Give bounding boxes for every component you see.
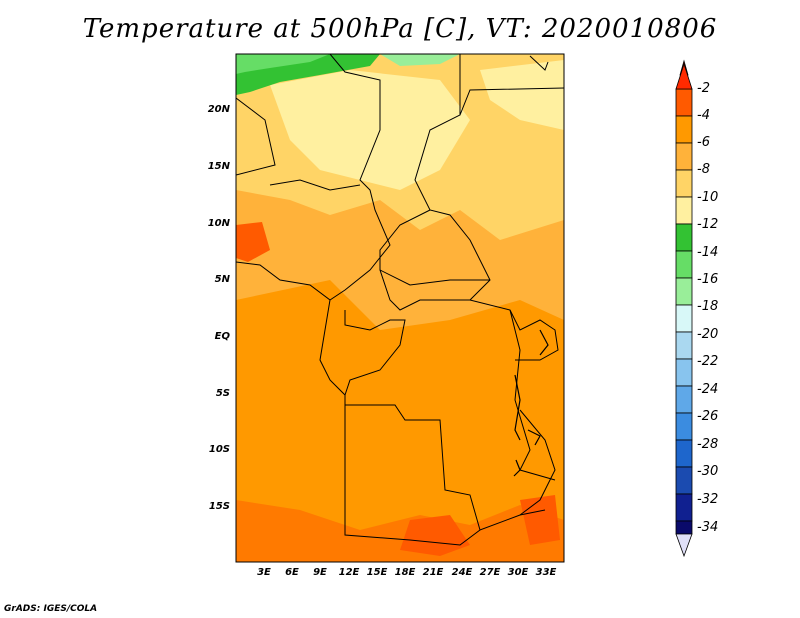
field-minus2-region xyxy=(400,495,560,556)
lon-label: 12E xyxy=(338,567,360,578)
colorbar-label: -20 xyxy=(697,327,719,342)
colorbar-label: -8 xyxy=(697,162,710,177)
lon-label: 18E xyxy=(394,567,416,578)
lon-label: 3E xyxy=(257,567,271,578)
colorbar-label: -24 xyxy=(697,382,719,397)
colorbar-label: -6 xyxy=(697,135,710,150)
colorbar-label: -28 xyxy=(697,437,719,452)
colorbar-label: -18 xyxy=(697,299,719,314)
colorbar-label: -10 xyxy=(697,190,719,205)
lon-label: 27E xyxy=(479,567,501,578)
lat-label: 5N xyxy=(214,274,230,285)
lat-label: 15N xyxy=(207,161,230,172)
lon-label: 30E xyxy=(507,567,529,578)
lat-label: 5S xyxy=(215,388,230,399)
colorbar-label: -30 xyxy=(697,464,719,479)
lat-label: 10N xyxy=(207,218,230,229)
map-title: Temperature at 500hPa [C], VT: 202001080… xyxy=(82,14,718,44)
field-minus10-region xyxy=(270,70,470,190)
lon-label: 33E xyxy=(535,567,557,578)
grads-credit: GrADS: IGES/COLA xyxy=(4,604,98,614)
temperature-field xyxy=(236,54,564,562)
lon-label: 9E xyxy=(313,567,327,578)
lon-label: 21E xyxy=(422,567,444,578)
lat-label: 10S xyxy=(208,444,230,455)
field-west-warm-spot xyxy=(236,222,270,262)
colorbar-label: -26 xyxy=(697,409,719,424)
lon-label: 24E xyxy=(451,567,473,578)
lat-label: 20N xyxy=(207,104,230,115)
lon-label: 6E xyxy=(285,567,299,578)
field-minus3-region xyxy=(236,500,564,562)
colorbar-bottom-arrow xyxy=(675,533,693,558)
field-minus10-region-ne xyxy=(480,60,564,130)
colorbar xyxy=(675,59,693,558)
colorbar-label: -16 xyxy=(697,272,719,287)
colorbar-label: -14 xyxy=(697,245,719,260)
field-minus16-region xyxy=(380,54,460,66)
colorbar-label: -34 xyxy=(697,520,719,535)
colorbar-label: -22 xyxy=(697,354,719,369)
colorbar-label: -4 xyxy=(697,108,710,123)
map-frame xyxy=(235,53,565,563)
colorbar-label: -2 xyxy=(697,81,710,96)
lakes xyxy=(513,329,549,477)
colorbar-label: -32 xyxy=(697,492,719,507)
colorbar-label: -12 xyxy=(697,217,719,232)
lat-label: EQ xyxy=(214,331,230,342)
lon-label: 15E xyxy=(366,567,388,578)
field-minus4-region xyxy=(236,280,564,562)
lat-label: 15S xyxy=(208,501,230,512)
field-minus14-region xyxy=(236,54,330,74)
country-borders xyxy=(236,54,564,546)
